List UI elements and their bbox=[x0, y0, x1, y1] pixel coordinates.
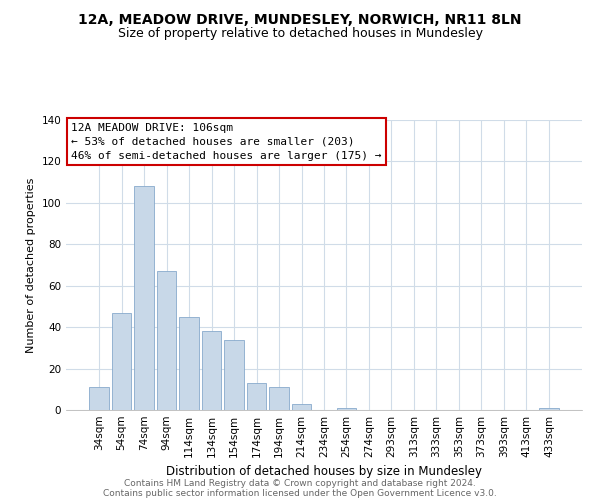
Bar bbox=[539, 408, 559, 410]
Bar bbox=[89, 387, 109, 410]
X-axis label: Distribution of detached houses by size in Mundesley: Distribution of detached houses by size … bbox=[166, 466, 482, 478]
Bar bbox=[292, 404, 311, 410]
Text: 12A MEADOW DRIVE: 106sqm
← 53% of detached houses are smaller (203)
46% of semi-: 12A MEADOW DRIVE: 106sqm ← 53% of detach… bbox=[71, 123, 382, 161]
Bar bbox=[179, 317, 199, 410]
Y-axis label: Number of detached properties: Number of detached properties bbox=[26, 178, 36, 352]
Bar bbox=[247, 383, 266, 410]
Bar bbox=[202, 332, 221, 410]
Text: Size of property relative to detached houses in Mundesley: Size of property relative to detached ho… bbox=[118, 28, 482, 40]
Text: 12A, MEADOW DRIVE, MUNDESLEY, NORWICH, NR11 8LN: 12A, MEADOW DRIVE, MUNDESLEY, NORWICH, N… bbox=[78, 12, 522, 26]
Bar bbox=[157, 271, 176, 410]
Bar bbox=[337, 408, 356, 410]
Bar bbox=[112, 312, 131, 410]
Bar bbox=[269, 387, 289, 410]
Text: Contains public sector information licensed under the Open Government Licence v3: Contains public sector information licen… bbox=[103, 488, 497, 498]
Bar bbox=[134, 186, 154, 410]
Text: Contains HM Land Registry data © Crown copyright and database right 2024.: Contains HM Land Registry data © Crown c… bbox=[124, 478, 476, 488]
Bar bbox=[224, 340, 244, 410]
